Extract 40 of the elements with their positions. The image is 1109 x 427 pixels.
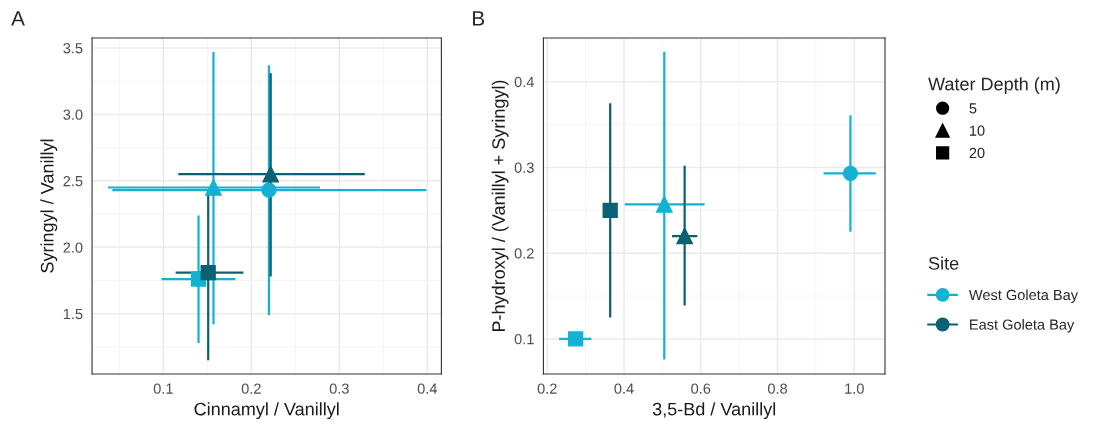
legend-label: West Goleta Bay (968, 289, 1079, 303)
legend-title: Water Depth (m) (928, 77, 1060, 95)
point (602, 202, 618, 218)
point (200, 264, 216, 281)
x-tick-label: 0.4 (417, 383, 438, 394)
chart-title: B (473, 11, 485, 26)
point (655, 195, 673, 213)
x-axis-title: Cinnamyl / Vanillyl (194, 402, 339, 420)
point (568, 331, 584, 347)
y-tick-label: 2.0 (63, 242, 83, 253)
y-tick-label: 2.5 (63, 175, 83, 187)
y-tick-label: 1.5 (63, 308, 83, 320)
chart-title: A (11, 11, 25, 26)
x-tick-label: 0.2 (241, 383, 261, 394)
x-tick-label: 0.2 (537, 383, 557, 394)
x-tick-label: 0.4 (614, 383, 634, 394)
text: 20 (969, 147, 985, 159)
legend-title: Site (928, 256, 959, 270)
point (676, 227, 693, 245)
y-axis-title: Syringyl / Vanillyl (40, 139, 58, 273)
legend-label: East Goleta Bay (970, 319, 1075, 333)
x-tick-label: 1.0 (845, 383, 864, 394)
point (205, 179, 222, 196)
y-axis-title: P-hydroxyl / (Vanillyl + Syringyl) (491, 80, 509, 332)
point (842, 165, 859, 182)
y-tick-label: 0.1 (514, 334, 534, 345)
x-tick-label: 0.8 (767, 383, 788, 394)
x-tick-label: 0.1 (153, 383, 173, 394)
y-tick-label: 0.4 (514, 76, 534, 88)
point (262, 165, 280, 183)
x-tick-label: 0.3 (329, 383, 349, 394)
text: 10 (970, 125, 985, 136)
y-tick-label: 3.5 (63, 43, 83, 54)
x-tick-label: 0.6 (691, 383, 711, 394)
x-axis-title: 3,5-Bd / Vanillyl (652, 402, 776, 420)
point (261, 182, 277, 198)
text: 5 (969, 103, 977, 114)
y-tick-label: 0.2 (514, 248, 534, 259)
y-tick-label: 0.3 (514, 162, 534, 173)
y-tick-label: 3.0 (63, 109, 83, 120)
